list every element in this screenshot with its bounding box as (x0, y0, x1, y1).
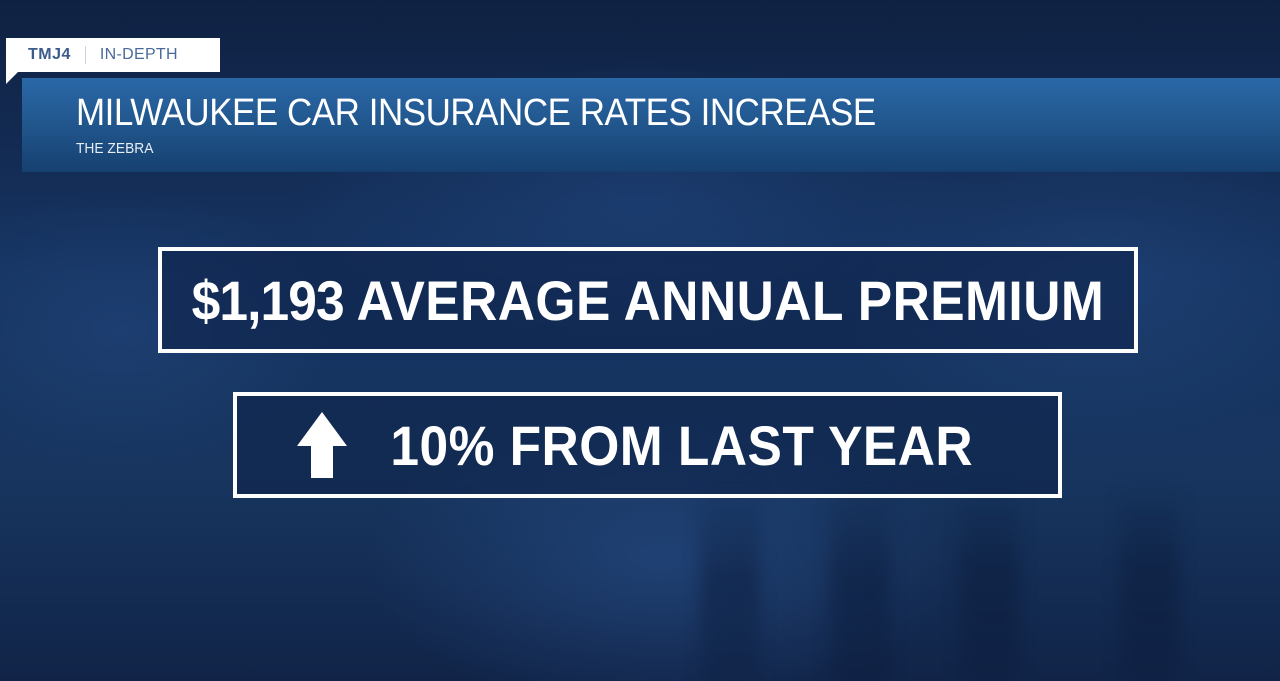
segment-tag: TMJ4 IN-DEPTH (6, 38, 220, 72)
tag-pointer (6, 70, 20, 84)
change-label: FROM LAST YEAR (509, 413, 973, 477)
background-streak (830, 480, 890, 681)
segment-label: IN-DEPTH (99, 46, 178, 63)
stat-change-text: 10% FROM LAST YEAR (390, 413, 973, 478)
background-streak (960, 480, 1020, 681)
stat-box-change: 10% FROM LAST YEAR (233, 392, 1062, 498)
headline-source: THE ZEBRA (76, 140, 154, 157)
stat-box-premium: $1,193 AVERAGE ANNUAL PREMIUM (158, 247, 1138, 353)
premium-label: AVERAGE ANNUAL PREMIUM (356, 268, 1105, 332)
stat-premium-text: $1,193 AVERAGE ANNUAL PREMIUM (192, 268, 1105, 333)
change-percent: 10% (390, 413, 495, 477)
tag-divider (84, 46, 86, 64)
background-streak (700, 480, 760, 681)
arrow-up-icon (296, 412, 347, 478)
background-streak (1120, 480, 1180, 681)
headline-banner: MILWAUKEE CAR INSURANCE RATES INCREASE T… (22, 78, 1280, 172)
headline-title: MILWAUKEE CAR INSURANCE RATES INCREASE (76, 92, 876, 134)
premium-amount: $1,193 (191, 268, 345, 332)
station-logo: TMJ4 (28, 46, 71, 63)
